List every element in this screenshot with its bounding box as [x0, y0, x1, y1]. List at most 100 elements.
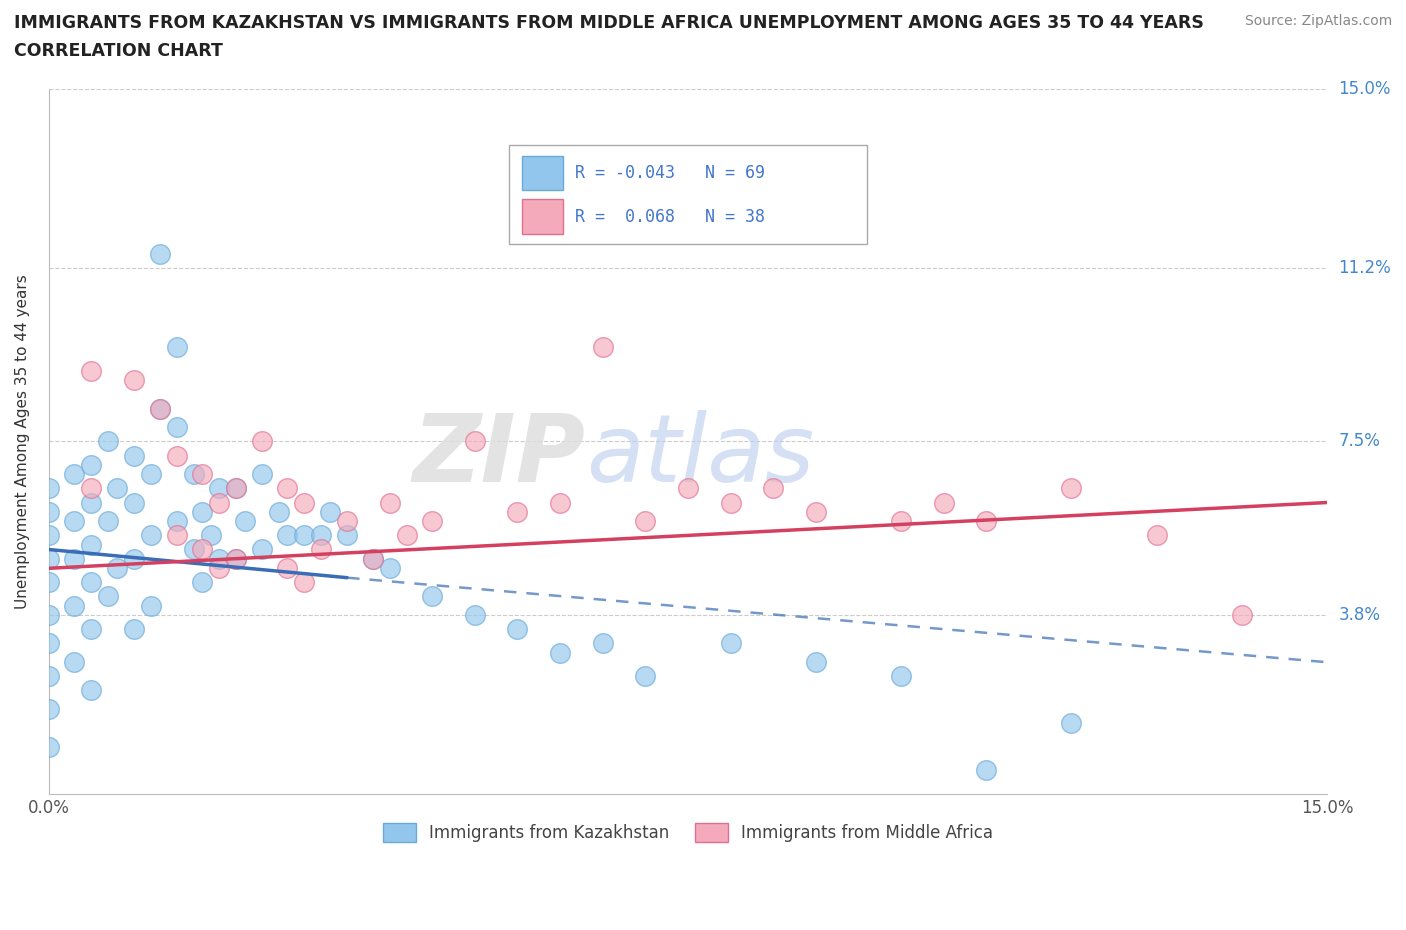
Point: [208, 561, 231, 576]
Point: [63, 598, 86, 613]
Point: [932, 495, 955, 510]
Text: R = -0.043   N = 69: R = -0.043 N = 69: [575, 164, 765, 182]
Point: [80, 481, 103, 496]
Point: [378, 561, 401, 576]
Point: [250, 467, 273, 482]
Point: [208, 495, 231, 510]
Point: [38, 504, 60, 519]
Point: [38, 636, 60, 651]
Point: [97, 514, 120, 529]
Point: [80, 683, 103, 698]
Point: [80, 495, 103, 510]
Point: [208, 481, 231, 496]
Point: [464, 434, 486, 449]
Point: [319, 504, 342, 519]
Point: [166, 528, 188, 543]
Point: [311, 542, 333, 557]
Point: [634, 669, 657, 684]
Point: [225, 481, 247, 496]
Point: [139, 598, 162, 613]
Point: [208, 551, 231, 566]
Point: [548, 495, 571, 510]
Point: [166, 340, 188, 355]
Point: [80, 538, 103, 552]
Point: [80, 622, 103, 637]
Point: [38, 702, 60, 717]
Text: Source: ZipAtlas.com: Source: ZipAtlas.com: [1244, 14, 1392, 28]
Point: [105, 481, 128, 496]
Point: [183, 467, 205, 482]
Point: [250, 542, 273, 557]
Point: [183, 542, 205, 557]
Point: [80, 458, 103, 472]
Text: 15.0%: 15.0%: [1339, 80, 1391, 98]
Text: 3.8%: 3.8%: [1339, 606, 1381, 624]
Point: [804, 655, 827, 670]
Point: [63, 551, 86, 566]
Text: ZIP: ZIP: [413, 409, 586, 501]
Point: [166, 448, 188, 463]
Point: [592, 636, 614, 651]
Point: [294, 528, 316, 543]
Point: [105, 561, 128, 576]
Point: [166, 420, 188, 435]
Point: [38, 551, 60, 566]
Point: [890, 514, 912, 529]
Point: [395, 528, 418, 543]
Point: [1060, 716, 1083, 731]
Point: [276, 528, 298, 543]
Text: CORRELATION CHART: CORRELATION CHART: [14, 42, 224, 60]
Point: [225, 551, 247, 566]
Point: [506, 622, 529, 637]
Point: [464, 608, 486, 623]
Point: [38, 481, 60, 496]
Point: [276, 561, 298, 576]
Point: [720, 495, 742, 510]
Point: [336, 514, 359, 529]
Point: [294, 495, 316, 510]
Point: [294, 575, 316, 590]
Point: [191, 504, 214, 519]
Point: [250, 434, 273, 449]
Text: IMMIGRANTS FROM KAZAKHSTAN VS IMMIGRANTS FROM MIDDLE AFRICA UNEMPLOYMENT AMONG A: IMMIGRANTS FROM KAZAKHSTAN VS IMMIGRANTS…: [14, 14, 1204, 32]
Point: [276, 481, 298, 496]
Point: [148, 401, 170, 416]
Point: [80, 575, 103, 590]
Point: [139, 467, 162, 482]
Point: [225, 551, 247, 566]
Point: [1146, 528, 1168, 543]
Point: [592, 340, 614, 355]
FancyBboxPatch shape: [509, 145, 868, 245]
Point: [311, 528, 333, 543]
Text: 11.2%: 11.2%: [1339, 259, 1391, 276]
Point: [233, 514, 256, 529]
Point: [506, 504, 529, 519]
Point: [148, 246, 170, 261]
Point: [38, 608, 60, 623]
Point: [420, 589, 443, 604]
Point: [122, 551, 145, 566]
Text: atlas: atlas: [586, 410, 814, 501]
Point: [634, 514, 657, 529]
Point: [1230, 608, 1253, 623]
FancyBboxPatch shape: [522, 199, 562, 233]
Point: [122, 622, 145, 637]
Text: R =  0.068   N = 38: R = 0.068 N = 38: [575, 207, 765, 225]
Point: [191, 542, 214, 557]
Point: [122, 373, 145, 388]
Point: [80, 364, 103, 379]
Point: [191, 467, 214, 482]
Legend: Immigrants from Kazakhstan, Immigrants from Middle Africa: Immigrants from Kazakhstan, Immigrants f…: [375, 817, 1000, 849]
Point: [974, 763, 997, 777]
Point: [361, 551, 384, 566]
Point: [38, 669, 60, 684]
Point: [1060, 481, 1083, 496]
Point: [420, 514, 443, 529]
Point: [97, 434, 120, 449]
Point: [63, 655, 86, 670]
Point: [974, 514, 997, 529]
Point: [804, 504, 827, 519]
Point: [38, 528, 60, 543]
Point: [378, 495, 401, 510]
Point: [38, 575, 60, 590]
